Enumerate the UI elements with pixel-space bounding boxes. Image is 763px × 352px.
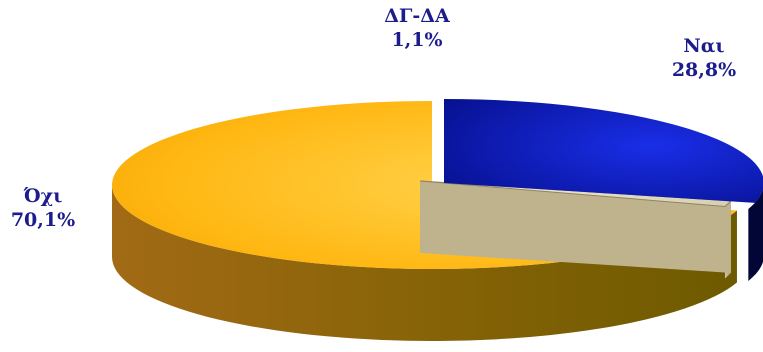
data-label-ochi: Όχι 70,1% xyxy=(2,184,84,232)
slice-value-ochi: 70,1% xyxy=(10,209,76,231)
slice-side-edge-nai xyxy=(748,189,763,281)
slice-cut-face-dgda xyxy=(420,181,731,273)
slice-label-dgda: ΔΓ-ΔΑ xyxy=(384,5,450,27)
data-label-dgda: ΔΓ-ΔΑ 1,1% xyxy=(362,4,472,52)
data-label-nai: Ναι 28,8% xyxy=(664,34,744,82)
slice-nai xyxy=(444,99,763,203)
slice-value-nai: 28,8% xyxy=(671,59,737,81)
slice-value-dgda: 1,1% xyxy=(391,29,443,51)
slice-label-ochi: Όχι xyxy=(23,185,63,207)
slice-label-nai: Ναι xyxy=(683,35,725,57)
slice-side-ochi xyxy=(112,185,737,341)
